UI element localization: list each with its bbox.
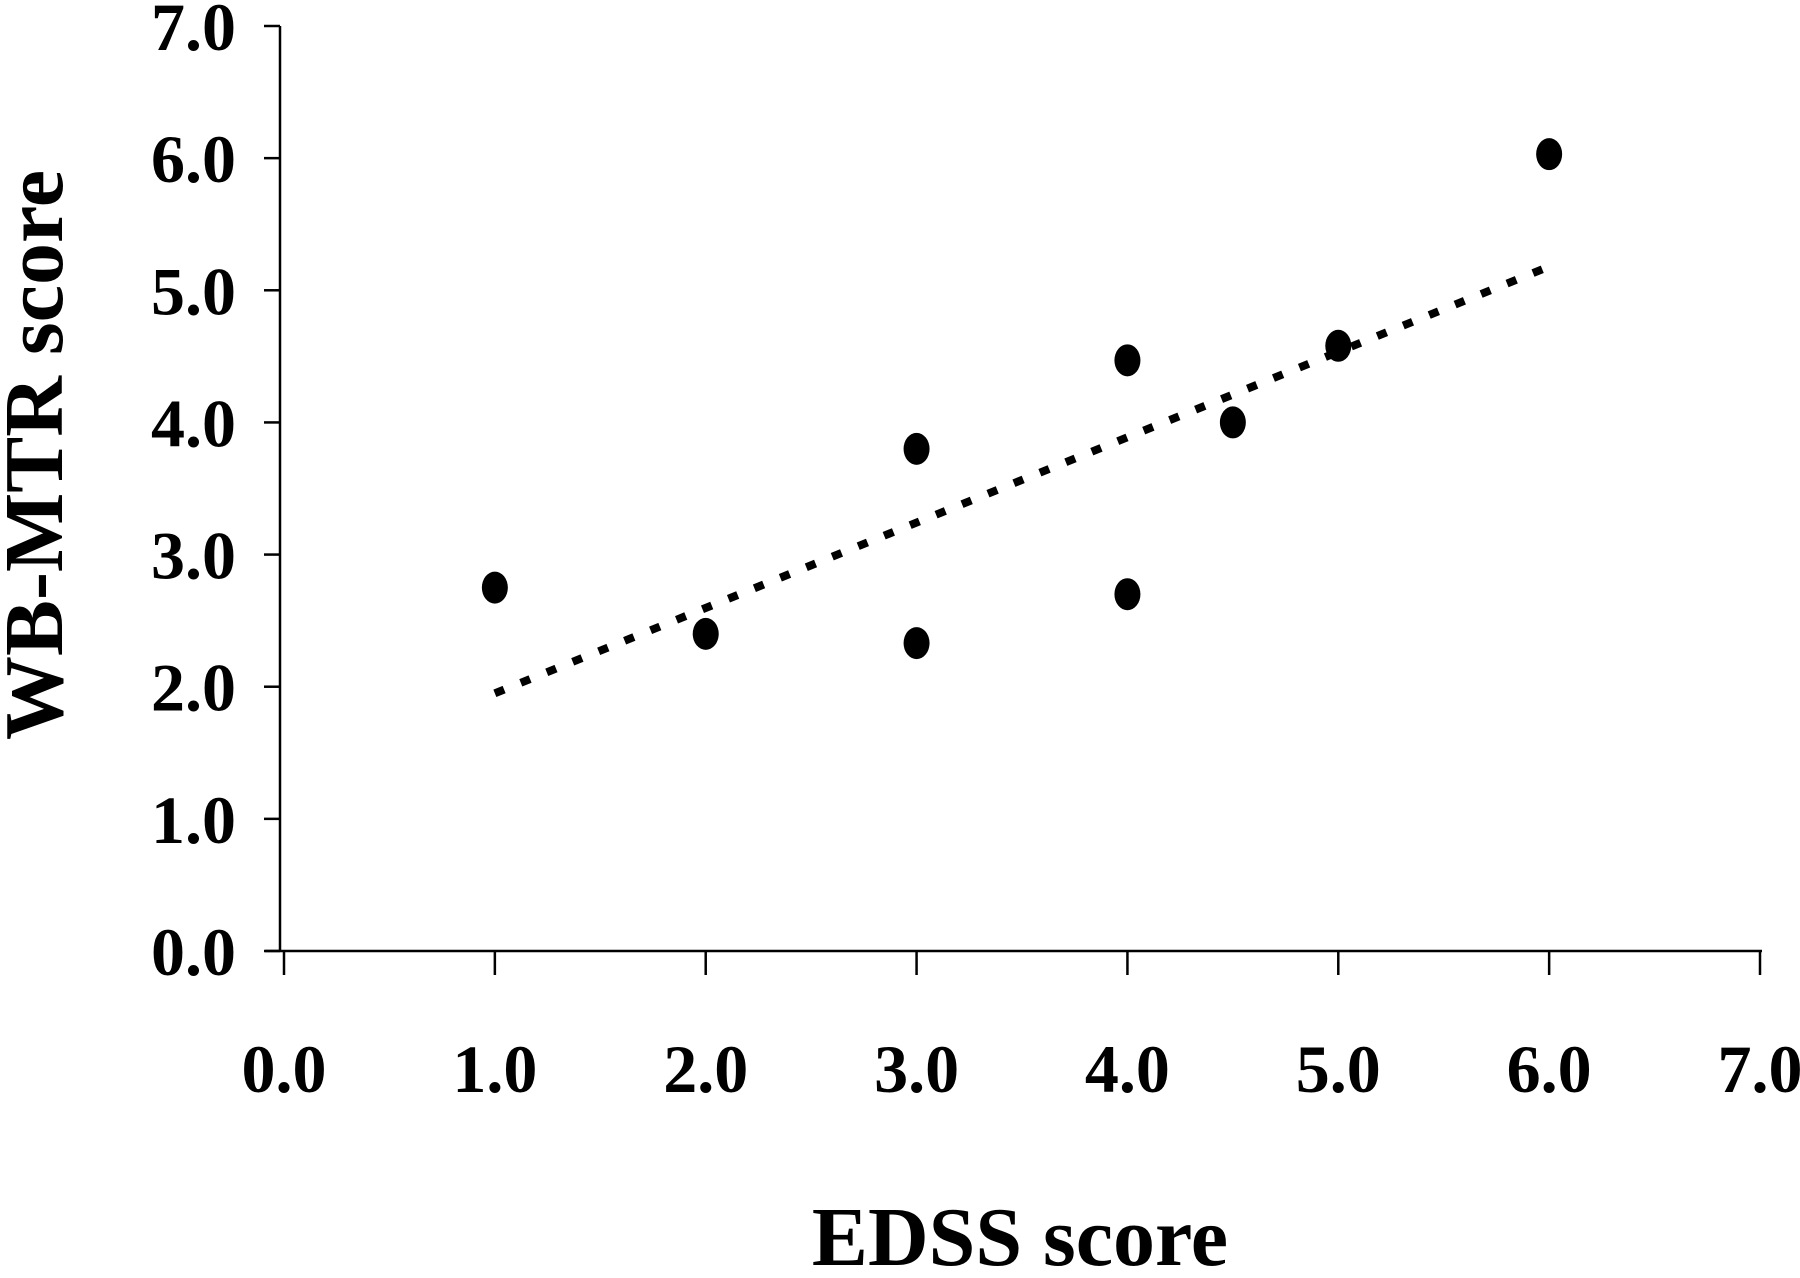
x-tick-label: 0.0: [242, 1031, 327, 1107]
y-tick-label: 4.0: [151, 385, 236, 461]
y-tick-label: 3.0: [151, 518, 236, 594]
data-point: [903, 432, 930, 465]
data-point: [481, 571, 508, 604]
data-point: [1325, 329, 1352, 362]
y-tick-label: 7.0: [151, 0, 236, 65]
y-tick-label: 6.0: [151, 121, 236, 197]
data-point: [903, 627, 930, 660]
y-tick-label: 0.0: [151, 914, 236, 990]
x-tick-label: 6.0: [1507, 1031, 1592, 1107]
trendline-group: [493, 262, 1551, 698]
axes: 0.0 1.0 2.0 3.0 4.0 5.0 6.0 7.0 0.0 1.0 2.0 3.0 4.0…: [151, 0, 1800, 1107]
trendline: [493, 262, 1551, 698]
x-tick-label: 2.0: [663, 1031, 748, 1107]
x-axis-ticks: 0.0 1.0 2.0 3.0 4.0 5.0 6.0 7.0: [242, 951, 1800, 1107]
data-points: [481, 138, 1563, 660]
x-tick-label: 7.0: [1718, 1031, 1800, 1107]
y-axis-title: WB-MTR score: [0, 170, 81, 740]
data-point: [1536, 138, 1563, 171]
x-tick-label: 4.0: [1085, 1031, 1170, 1107]
x-axis-title: EDSS score: [812, 1191, 1228, 1278]
data-point: [1114, 344, 1141, 377]
x-tick-label: 1.0: [452, 1031, 537, 1107]
y-tick-label: 5.0: [151, 253, 236, 329]
data-point: [1114, 578, 1141, 611]
x-tick-label: 5.0: [1296, 1031, 1381, 1107]
data-point: [692, 617, 719, 650]
x-tick-label: 3.0: [874, 1031, 959, 1107]
y-axis-ticks: 0.0 1.0 2.0 3.0 4.0 5.0 6.0 7.0: [151, 0, 280, 990]
y-tick-label: 1.0: [151, 782, 236, 858]
y-tick-label: 2.0: [151, 650, 236, 726]
data-point: [1219, 406, 1246, 439]
